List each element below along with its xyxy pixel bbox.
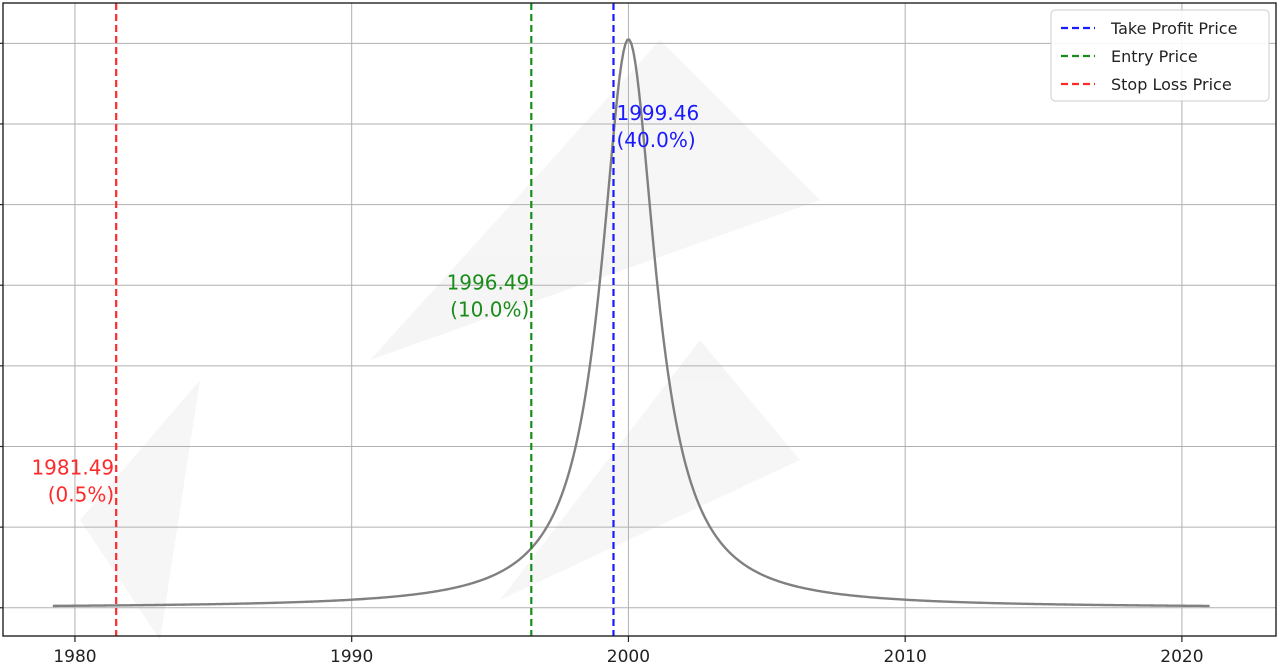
x-tick-label: 1990: [330, 647, 373, 667]
take-profit-price-pct-label: (40.0%): [616, 128, 695, 152]
x-tick-label: 2010: [884, 647, 927, 667]
vline-layer: 1999.46 (40.0%) 1996.49 (10.0%) 1981.49 (0.5%…: [31, 3, 699, 636]
stop-loss-price-value-label: 1981.49: [31, 456, 114, 480]
legend-label-stop-loss-price: Stop Loss Price: [1111, 75, 1232, 94]
axis-ticks: 1980 1990 2000 2010 2020: [0, 42, 1204, 667]
legend-label-entry-price: Entry Price: [1111, 47, 1198, 66]
entry-price-pct-label: (10.0%): [450, 297, 529, 321]
plot-background: [3, 3, 1276, 636]
plot-frame: [2, 2, 1277, 637]
legend-label-take-profit-price: Take Profit Price: [1110, 19, 1237, 38]
legend: Take Profit Price Entry Price Stop Loss Pr…: [1050, 9, 1270, 102]
x-tick-label: 2020: [1160, 647, 1203, 667]
entry-price-value-label: 1996.49: [447, 270, 530, 294]
legend-box: [1050, 9, 1270, 102]
curve-layer: [52, 38, 1210, 608]
x-tick-label: 2000: [607, 647, 650, 667]
density-curve: [52, 38, 1210, 608]
x-tick-label: 1980: [53, 647, 96, 667]
grid: [3, 3, 1276, 636]
take-profit-price-value-label: 1999.46: [616, 101, 699, 125]
stop-loss-price-pct-label: (0.5%): [48, 483, 114, 507]
